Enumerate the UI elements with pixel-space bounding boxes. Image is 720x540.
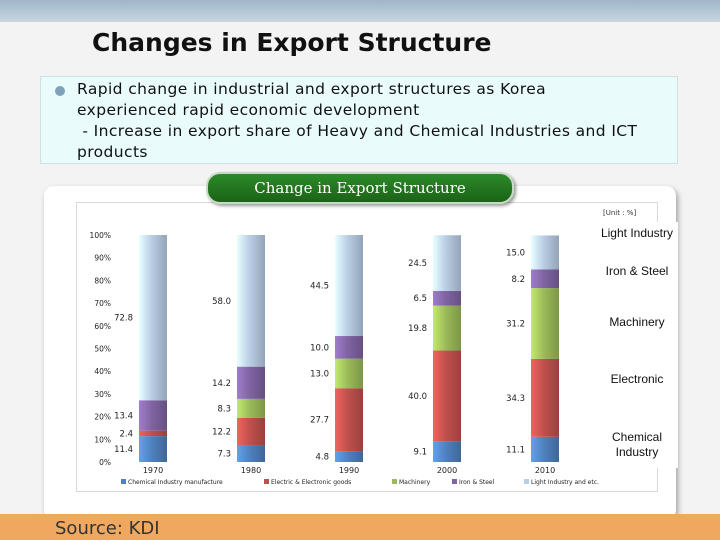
data-label: 15.0	[506, 248, 525, 258]
y-tick-label: 80%	[94, 276, 111, 285]
data-label: 34.3	[506, 394, 525, 404]
data-label: 12.2	[212, 428, 231, 438]
bar-segment	[237, 445, 265, 462]
data-label: 31.2	[506, 320, 525, 330]
bar-segment	[531, 269, 559, 289]
legend-swatch	[121, 479, 126, 484]
bar-segment	[139, 430, 167, 437]
source-text: Source: KDI	[55, 518, 160, 539]
y-tick-label: 60%	[94, 322, 111, 331]
bar-segment	[139, 400, 167, 431]
y-axis: 0% 10% 20% 30% 40% 50% 60% 70% 80% 90% 100%	[90, 231, 111, 467]
bar-segment	[531, 358, 559, 437]
data-label: 58.0	[212, 297, 231, 307]
bar-segment	[433, 305, 461, 351]
x-tick-label: 2000	[437, 466, 457, 475]
bar-segment	[531, 288, 559, 359]
legend-swatch	[264, 479, 269, 484]
bar-segment	[531, 235, 559, 270]
category-labels: Light Industry Iron & Steel Machinery El…	[596, 222, 678, 468]
bar-segment	[139, 436, 167, 462]
label-chemical-industry: Chemical Industry	[611, 430, 662, 459]
bullet-box: Rapid change in industrial and export st…	[40, 76, 678, 164]
legend-swatch	[452, 479, 457, 484]
chart-legend: Chemical Industry manufacture Electric & …	[121, 479, 599, 486]
source-bar: Source: KDI	[0, 514, 720, 540]
legend-label: Chemical Industry manufacture	[128, 479, 223, 486]
y-tick-label: 90%	[94, 254, 111, 263]
data-label: 6.5	[413, 294, 427, 304]
data-label: 14.2	[212, 379, 231, 389]
bar-segment	[433, 350, 461, 442]
data-label: 13.0	[310, 369, 329, 379]
y-tick-label: 30%	[94, 390, 111, 399]
x-tick-label: 1980	[241, 466, 261, 475]
chart-title-pill: Change in Export Structure	[206, 172, 514, 204]
label-machinery: Machinery	[609, 315, 665, 329]
data-label: 11.1	[506, 445, 525, 455]
y-tick-label: 0%	[99, 458, 111, 467]
y-tick-label: 10%	[94, 435, 111, 444]
data-label: 4.8	[315, 453, 329, 463]
label-light-industry: Light Industry	[600, 226, 674, 240]
page-title: Changes in Export Structure	[92, 28, 492, 57]
legend-swatch	[524, 479, 529, 484]
bar-segment	[237, 398, 265, 418]
data-label: 9.1	[413, 448, 427, 458]
bar-segment	[335, 235, 363, 337]
x-tick-label: 1970	[143, 466, 163, 475]
data-label: 8.3	[217, 404, 231, 414]
bar-segment	[433, 290, 461, 306]
data-label: 24.5	[408, 259, 427, 269]
data-label: 19.8	[408, 324, 427, 334]
label-iron-steel: Iron & Steel	[605, 264, 669, 278]
label-electronic: Electronic	[610, 372, 664, 386]
top-banner	[0, 0, 720, 22]
bar-segment	[531, 436, 559, 462]
bullet-line-2: experienced rapid economic development	[77, 101, 420, 119]
bullet-line-4: products	[77, 143, 148, 161]
data-label: 10.0	[310, 343, 329, 353]
data-label: 11.4	[114, 445, 133, 455]
y-tick-label: 100%	[90, 231, 111, 240]
data-label: 72.8	[114, 314, 133, 324]
legend-label: Iron & Steel	[459, 479, 495, 486]
x-tick-label: 2010	[535, 466, 555, 475]
data-label: 13.4	[114, 411, 133, 421]
legend-label: Machinery	[399, 479, 431, 486]
bar-series: 11.4 2.4 13.4 72.8 1970 7.3 12.2 8.3 14.2 58.0 198…	[114, 235, 559, 475]
unit-label: [Unit : %]	[603, 209, 636, 217]
bar-segment	[237, 417, 265, 446]
y-tick-label: 20%	[94, 413, 111, 422]
legend-label: Electric & Electronic goods	[271, 479, 351, 486]
bullet-line-1: Rapid change in industrial and export st…	[77, 80, 547, 98]
data-label: 7.3	[217, 450, 231, 460]
bullet-text: Rapid change in industrial and export st…	[77, 79, 675, 163]
bullet-icon	[55, 86, 65, 96]
data-label: 27.7	[310, 416, 329, 426]
data-label: 2.4	[119, 429, 133, 439]
x-tick-label: 1990	[339, 466, 359, 475]
legend-label: Light Industry and etc.	[531, 479, 599, 486]
bar-segment	[433, 235, 461, 291]
y-tick-label: 70%	[94, 299, 111, 308]
data-label: 8.2	[511, 275, 525, 285]
legend-swatch	[392, 479, 397, 484]
bar-segment	[335, 336, 363, 359]
bar-segment	[433, 441, 461, 462]
bar-segment	[139, 235, 167, 401]
data-label: 40.0	[408, 392, 427, 402]
bar-segment	[335, 358, 363, 389]
bar-segment	[335, 388, 363, 452]
y-tick-label: 50%	[94, 345, 111, 354]
bar-segment	[335, 451, 363, 462]
data-label: 44.5	[310, 282, 329, 292]
stacked-bar-chart: [Unit : %] 0% 10% 20% 30% 40% 50% 60% 70% 80% 90%…	[90, 209, 637, 486]
bar-segment	[237, 235, 265, 367]
y-tick-label: 40%	[94, 367, 111, 376]
bar-segment	[237, 366, 265, 399]
bullet-line-3: - Increase in export share of Heavy and …	[77, 122, 638, 140]
chart-area: [Unit : %] 0% 10% 20% 30% 40% 50% 60% 70% 80% 90%…	[76, 202, 658, 492]
